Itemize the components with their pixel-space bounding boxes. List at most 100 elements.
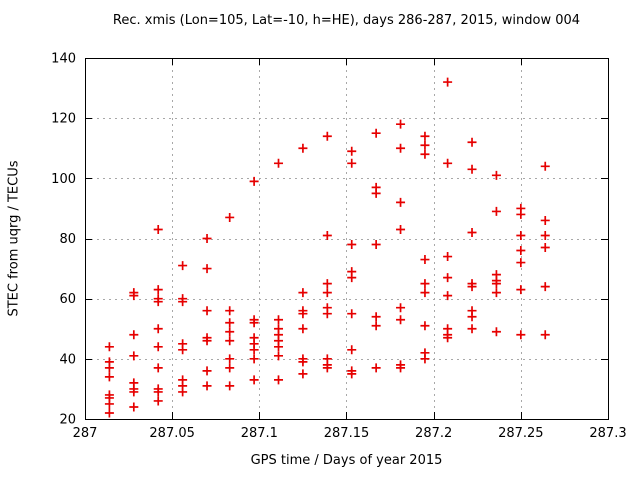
y-tick-labels: 20 40 60 80 100 120 140 <box>51 52 76 428</box>
data-point-marker <box>153 396 163 406</box>
data-point-marker <box>540 282 550 292</box>
data-point-marker <box>153 363 163 373</box>
data-point-marker <box>467 164 477 174</box>
data-point-marker <box>540 161 550 171</box>
data-point-marker <box>420 354 430 364</box>
data-point-marker <box>540 215 550 225</box>
data-point-marker <box>322 363 332 373</box>
data-point-marker <box>178 261 188 271</box>
data-point-marker <box>420 288 430 298</box>
y-tick-label: 40 <box>59 352 76 367</box>
data-point-marker <box>371 128 381 138</box>
data-point-marker <box>491 288 501 298</box>
data-point-marker <box>322 279 332 289</box>
data-point-marker <box>420 131 430 141</box>
data-point-marker <box>322 309 332 319</box>
data-point-marker <box>104 408 114 418</box>
data-point-marker <box>202 381 212 391</box>
data-point-marker <box>443 252 453 262</box>
data-point-marker <box>129 291 139 301</box>
data-point-marker <box>371 312 381 322</box>
data-point-marker <box>129 387 139 397</box>
data-point-marker <box>104 372 114 382</box>
data-point-marker <box>443 273 453 283</box>
data-point-marker <box>225 381 235 391</box>
data-point-marker <box>298 143 308 153</box>
data-point-marker <box>420 255 430 265</box>
x-tick-labels: 287 287.05 287.1 287.15 287.2 287.25 287.3 <box>73 426 627 441</box>
data-point-marker <box>516 230 526 240</box>
grid-lines <box>85 58 608 419</box>
data-point-marker <box>371 240 381 250</box>
data-point-marker <box>249 176 259 186</box>
data-point-marker <box>467 324 477 334</box>
data-point-marker <box>298 288 308 298</box>
data-point-marker <box>225 318 235 328</box>
data-point-marker <box>178 345 188 355</box>
data-point-marker <box>540 330 550 340</box>
data-point-marker <box>443 333 453 343</box>
data-point-marker <box>516 285 526 295</box>
data-point-marker <box>516 246 526 256</box>
data-point-marker <box>322 288 332 298</box>
data-point-marker <box>153 387 163 397</box>
data-point-marker <box>347 309 357 319</box>
x-tick-label: 287.3 <box>589 426 626 441</box>
data-point-marker <box>274 351 284 361</box>
data-point-marker <box>347 369 357 379</box>
data-point-marker <box>347 158 357 168</box>
x-tick-label: 287.05 <box>149 426 195 441</box>
data-point-marker <box>420 321 430 331</box>
y-tick-label: 80 <box>59 232 76 247</box>
data-point-marker <box>420 279 430 289</box>
data-point-marker <box>516 209 526 219</box>
data-point-marker <box>225 354 235 364</box>
data-point-marker <box>225 306 235 316</box>
data-point-marker <box>153 224 163 234</box>
data-point-marker <box>322 131 332 141</box>
data-point-marker <box>298 324 308 334</box>
data-point-marker <box>298 357 308 367</box>
x-tick-label: 287.15 <box>324 426 370 441</box>
data-point-marker <box>178 297 188 307</box>
data-point-marker <box>443 158 453 168</box>
data-point-marker <box>347 273 357 283</box>
x-tick-label: 287.2 <box>415 426 452 441</box>
data-point-marker <box>298 369 308 379</box>
x-tick-label: 287 <box>73 426 98 441</box>
y-tick-label: 120 <box>51 112 76 127</box>
data-point-marker <box>347 146 357 156</box>
data-point-marker <box>129 351 139 361</box>
data-point-marker <box>396 224 406 234</box>
data-point-marker <box>274 375 284 385</box>
data-point-marker <box>420 140 430 150</box>
data-point-marker <box>371 321 381 331</box>
data-point-marker <box>467 282 477 292</box>
data-point-marker <box>396 363 406 373</box>
data-point-marker <box>249 318 259 328</box>
data-point-marker <box>104 363 114 373</box>
data-point-marker <box>491 279 501 289</box>
data-point-marker <box>540 230 550 240</box>
data-point-marker <box>298 309 308 319</box>
data-point-marker <box>516 258 526 268</box>
data-point-marker <box>274 315 284 325</box>
y-tick-label: 60 <box>59 292 76 307</box>
y-tick-label: 100 <box>51 172 76 187</box>
data-point-marker <box>153 297 163 307</box>
data-point-marker <box>322 230 332 240</box>
data-point-marker <box>491 327 501 337</box>
chart-title: Rec. xmis (Lon=105, Lat=-10, h=HE), days… <box>112 13 581 28</box>
data-point-marker <box>202 234 212 243</box>
data-point-marker <box>443 291 453 301</box>
data-point-marker <box>396 315 406 325</box>
data-point-marker <box>202 336 212 346</box>
data-point-marker <box>153 342 163 352</box>
x-tick-label: 287.1 <box>241 426 278 441</box>
data-point-marker <box>202 366 212 376</box>
tick-marks <box>85 58 609 420</box>
x-axis-label: GPS time / Days of year 2015 <box>250 453 443 468</box>
data-point-marker <box>347 345 357 355</box>
